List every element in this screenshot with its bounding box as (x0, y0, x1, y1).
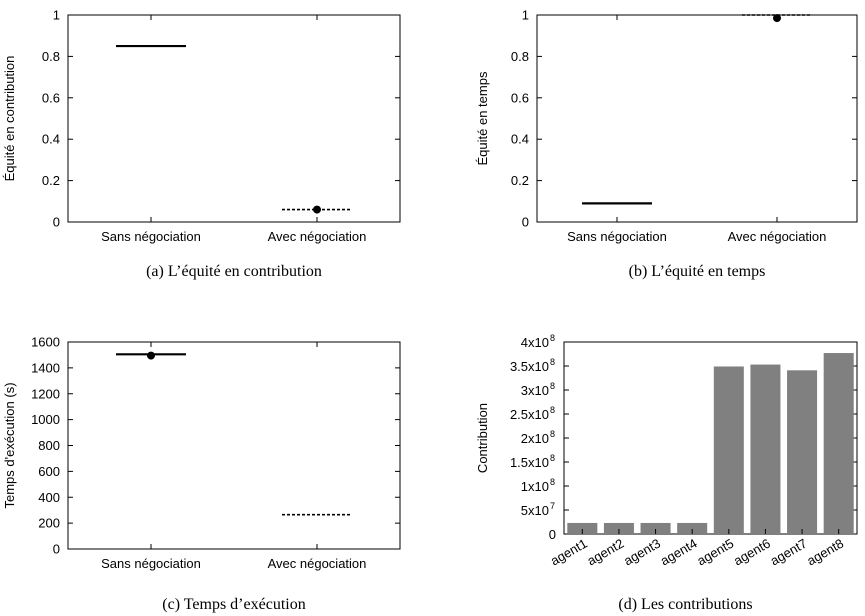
y-tick-exponent: 8 (550, 405, 555, 415)
bar-agent8 (823, 353, 854, 534)
y-tick-label: 0 (522, 215, 529, 230)
y-tick-label: 1200 (31, 386, 60, 401)
x-tick-label: Avec négociation (268, 556, 367, 571)
y-axis-label: Équité en contribution (2, 56, 17, 182)
y-tick-label: 400 (38, 490, 60, 505)
y-tick-label: 3.5x10 (510, 359, 549, 374)
y-tick-label: 0 (53, 215, 60, 230)
mean-point-Avec négociation (313, 205, 321, 214)
x-tick-label: agent7 (768, 536, 810, 569)
bar-agent3 (640, 522, 671, 534)
y-axis-label: Équité en temps (475, 71, 490, 165)
y-tick-label: 800 (38, 438, 60, 453)
mean-point-Sans négociation (147, 351, 155, 360)
y-tick-label: 1400 (31, 360, 60, 375)
x-tick-label: agent4 (658, 536, 700, 569)
y-tick-label: 2x10 (521, 431, 549, 446)
y-tick-exponent: 8 (550, 333, 555, 343)
plot-frame (67, 14, 401, 223)
plot-frame (67, 341, 401, 550)
x-tick-label: Sans négociation (101, 556, 201, 571)
y-tick-label: 5x10 (521, 503, 549, 518)
y-tick-exponent: 8 (550, 381, 555, 391)
chart-caption: (a) L’équité en contribution (146, 263, 322, 280)
x-tick-label: agent3 (621, 536, 663, 569)
y-tick-label: 0.8 (42, 49, 60, 64)
y-tick-label: 1.5x10 (510, 455, 549, 470)
y-tick-label: 1x10 (521, 479, 549, 494)
bar-agent6 (750, 364, 781, 534)
bar-agent4 (677, 522, 708, 534)
x-tick-label: Sans négociation (567, 229, 667, 244)
x-tick-label: Avec négociation (728, 229, 827, 244)
x-tick-label: agent8 (804, 536, 846, 569)
y-tick-label: 0.8 (511, 49, 529, 64)
bar-agent5 (713, 366, 744, 534)
bar-agent1 (567, 522, 598, 534)
y-tick-label: 1600 (31, 335, 60, 350)
x-tick-label: agent2 (584, 536, 626, 569)
y-tick-label: 200 (38, 516, 60, 531)
y-tick-exponent: 8 (550, 477, 555, 487)
chart-caption: (b) L’équité en temps (629, 263, 766, 280)
y-tick-label: 3x10 (521, 383, 549, 398)
x-tick-label: agent5 (694, 536, 736, 569)
y-tick-label: 1 (522, 8, 529, 23)
plot-frame (536, 14, 858, 223)
y-tick-label: 2.5x10 (510, 407, 549, 422)
chart-caption: (c) Temps d’exécution (162, 596, 305, 613)
y-tick-label: 600 (38, 464, 60, 479)
y-tick-exponent: 8 (550, 429, 555, 439)
mean-point-Avec négociation (773, 14, 781, 23)
y-tick-label: 1000 (31, 412, 60, 427)
x-tick-label: agent6 (731, 536, 773, 569)
y-axis-label: Contribution (475, 403, 490, 473)
x-tick-label: Sans négociation (101, 229, 201, 244)
y-tick-label: 4x10 (521, 335, 549, 350)
bar-agent7 (787, 370, 818, 534)
y-tick-label: 0.4 (511, 132, 529, 147)
y-tick-label: 0.6 (42, 90, 60, 105)
y-tick-label: 0.2 (42, 173, 60, 188)
y-tick-exponent: 8 (550, 357, 555, 367)
y-tick-label: 0 (549, 527, 556, 542)
y-tick-label: 0.6 (511, 90, 529, 105)
y-tick-exponent: 7 (550, 501, 555, 511)
y-axis-label: Temps d'exécution (s) (2, 382, 17, 508)
y-tick-label: 1 (53, 8, 60, 23)
y-tick-label: 0.2 (511, 173, 529, 188)
y-tick-label: 0 (53, 542, 60, 557)
x-tick-label: Avec négociation (268, 229, 367, 244)
y-tick-label: 0.4 (42, 132, 60, 147)
chart-caption: (d) Les contributions (618, 596, 752, 613)
bar-agent2 (603, 522, 634, 534)
y-tick-exponent: 8 (550, 453, 555, 463)
